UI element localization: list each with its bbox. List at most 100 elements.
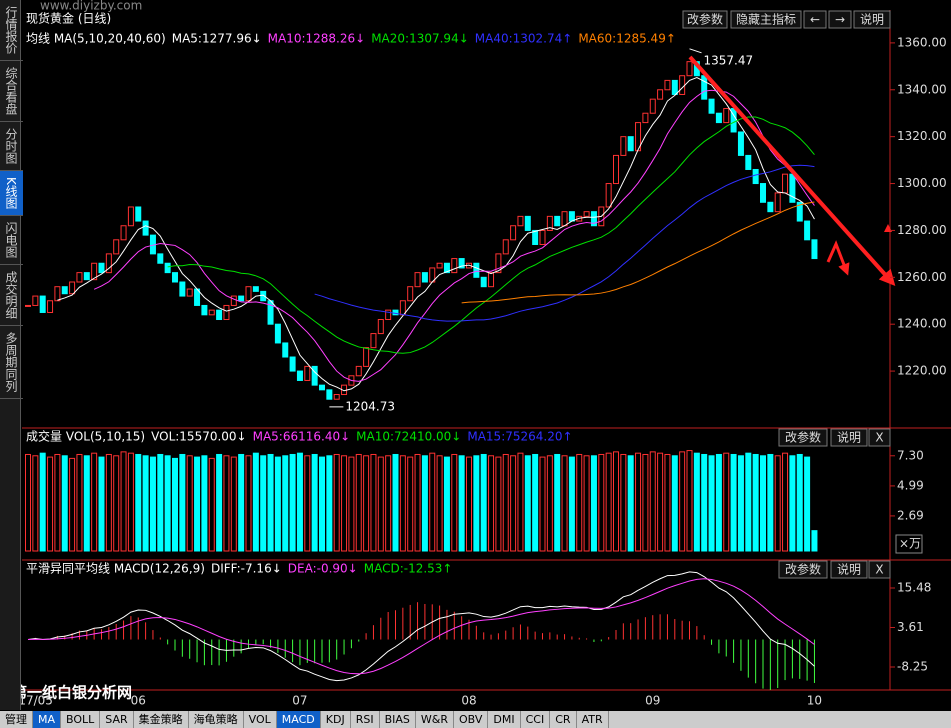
indicator-tab[interactable]: 海龟策略 bbox=[189, 711, 244, 728]
side-tab[interactable]: 闪电图 bbox=[0, 216, 23, 265]
volume-bar bbox=[61, 455, 68, 552]
indicator-tab[interactable]: 集金策略 bbox=[134, 711, 189, 728]
volume-bar bbox=[664, 453, 671, 552]
indicator-tab[interactable]: W&R bbox=[416, 711, 454, 728]
candle bbox=[510, 225, 517, 241]
candle bbox=[745, 154, 752, 170]
indicator-tab[interactable]: CR bbox=[550, 711, 577, 728]
indicator-tab[interactable]: KDJ bbox=[321, 711, 351, 728]
button[interactable] bbox=[868, 560, 891, 579]
y-tick-label: 1340.00 bbox=[897, 82, 947, 96]
indicator-tab[interactable]: MACD bbox=[276, 711, 321, 728]
volume-bar bbox=[539, 456, 546, 552]
volume-bar bbox=[304, 455, 311, 552]
y-tick-label: 1280.00 bbox=[897, 223, 947, 237]
volume-bar bbox=[105, 453, 112, 552]
volume-bar bbox=[723, 452, 730, 552]
candle bbox=[561, 211, 568, 227]
candle bbox=[32, 295, 39, 306]
candle bbox=[546, 215, 553, 231]
volume-bar bbox=[789, 455, 796, 552]
volume-bar bbox=[370, 453, 377, 552]
indicator-tab[interactable]: VOL bbox=[244, 711, 277, 728]
candle bbox=[686, 61, 693, 77]
button[interactable] bbox=[868, 428, 891, 447]
candle bbox=[642, 112, 649, 124]
indicator-tab[interactable]: CCI bbox=[521, 711, 551, 728]
button[interactable] bbox=[730, 10, 802, 29]
candle bbox=[252, 286, 259, 292]
candle bbox=[76, 272, 83, 283]
candle bbox=[414, 272, 421, 288]
y-tick-label: 1220.00 bbox=[897, 364, 947, 378]
side-tab[interactable]: 分时图 bbox=[0, 122, 23, 171]
dea-line bbox=[27, 578, 815, 675]
volume-bar bbox=[223, 455, 230, 552]
button-label: 说明 bbox=[837, 562, 861, 577]
legend-item: MA10:1288.26↓ bbox=[268, 32, 366, 46]
candle bbox=[120, 225, 127, 241]
button[interactable] bbox=[830, 560, 868, 579]
candle bbox=[399, 300, 406, 316]
button[interactable] bbox=[778, 560, 828, 579]
candle bbox=[289, 356, 296, 372]
candle bbox=[627, 136, 634, 152]
volume-bar bbox=[142, 455, 149, 552]
candle bbox=[208, 309, 215, 316]
side-tab[interactable]: 综合看盘 bbox=[0, 61, 23, 122]
volume-bar bbox=[421, 455, 428, 552]
high-pointer bbox=[689, 48, 702, 54]
volume-bar bbox=[524, 455, 531, 552]
volume-bar bbox=[782, 452, 789, 552]
volume-bar bbox=[39, 452, 46, 552]
indicator-tab[interactable]: SAR bbox=[100, 711, 134, 728]
side-tab[interactable]: 行情报价 bbox=[0, 0, 23, 61]
y-tick-label: 3.61 bbox=[897, 620, 924, 634]
indicator-tab[interactable]: BOLL bbox=[61, 711, 101, 728]
candle bbox=[61, 286, 68, 295]
indicator-tab[interactable]: MA bbox=[33, 711, 62, 728]
candle bbox=[223, 304, 230, 321]
indicator-tab[interactable]: ATR bbox=[577, 711, 609, 728]
indicator-tab[interactable]: 管理 bbox=[0, 711, 33, 728]
diff-line bbox=[27, 571, 815, 682]
indicator-tab[interactable]: DMI bbox=[488, 711, 521, 728]
candle bbox=[135, 206, 142, 222]
volume-bar bbox=[282, 455, 289, 552]
side-tab[interactable]: 多周期同列 bbox=[0, 326, 23, 399]
button-label: ← bbox=[810, 13, 820, 27]
volume-bar bbox=[267, 453, 274, 552]
volume-bar bbox=[745, 452, 752, 552]
indicator-tab[interactable]: RSI bbox=[351, 711, 380, 728]
side-tab[interactable]: K线图 bbox=[0, 171, 23, 216]
volume-bar bbox=[348, 456, 355, 552]
candle bbox=[319, 384, 325, 391]
x-tick-label: 09 bbox=[645, 694, 660, 708]
candle bbox=[796, 201, 803, 222]
button[interactable] bbox=[828, 10, 852, 29]
candle bbox=[245, 286, 252, 302]
volume-bar bbox=[399, 455, 406, 552]
legend-item: MA40:1302.74↑ bbox=[475, 32, 573, 46]
volume-bar bbox=[620, 453, 627, 552]
volume-bar bbox=[804, 456, 811, 552]
legend-item: DIFF:-7.16↓ bbox=[211, 562, 282, 576]
candle bbox=[671, 79, 678, 95]
volume-bar bbox=[510, 455, 517, 552]
side-tab[interactable]: 成交明细 bbox=[0, 265, 23, 326]
volume-bar bbox=[774, 455, 781, 552]
button[interactable] bbox=[853, 10, 891, 29]
button[interactable] bbox=[778, 428, 828, 447]
button[interactable] bbox=[682, 10, 728, 29]
volume-bar bbox=[517, 452, 524, 552]
candle bbox=[473, 262, 480, 278]
candle bbox=[701, 75, 708, 100]
volume-bar bbox=[76, 453, 83, 552]
button[interactable] bbox=[803, 10, 827, 29]
indicator-tab[interactable]: OBV bbox=[454, 711, 489, 728]
button[interactable] bbox=[830, 428, 868, 447]
volume-bar bbox=[429, 452, 436, 552]
indicator-tab[interactable]: BIAS bbox=[380, 711, 416, 728]
candle bbox=[737, 131, 744, 156]
x-tick-label: 07 bbox=[292, 694, 307, 708]
